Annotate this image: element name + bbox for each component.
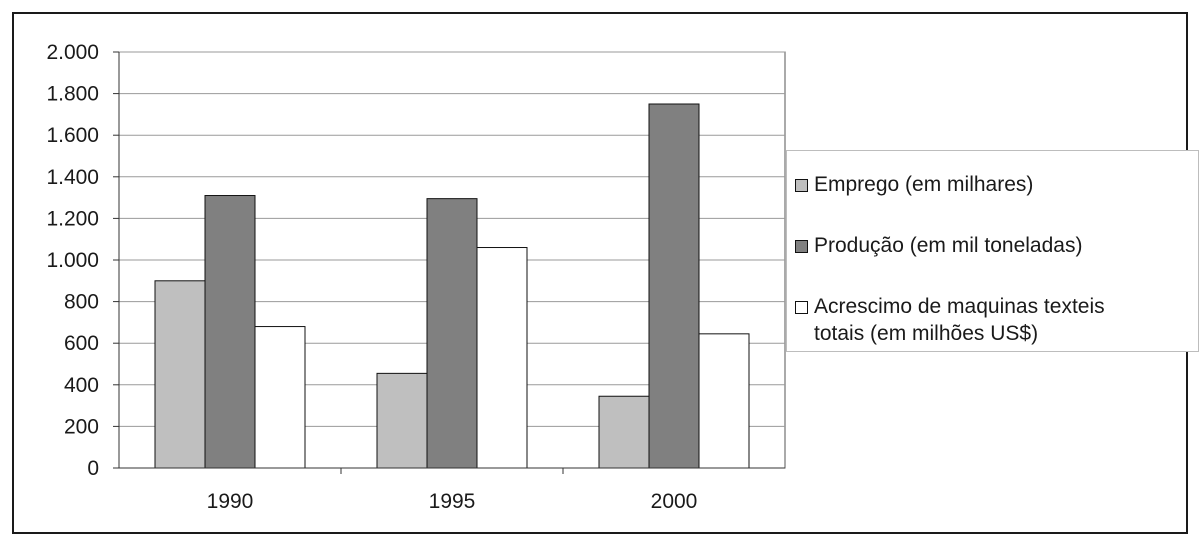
x-tick-label: 2000 (651, 490, 698, 513)
axes (113, 51, 785, 474)
legend-label-emprego: Emprego (em milhares) (814, 173, 1034, 196)
legend: Emprego (em milhares) Produção (em mil t… (786, 150, 1199, 352)
bar-1990-series-1 (154, 280, 206, 469)
bar-1990-series-2 (204, 195, 256, 469)
bar-2000-series-3 (698, 333, 750, 469)
y-tick-labels: 0 200 400 600 800 1.000 1.200 1.400 1.600 1.800 2.… (46, 41, 99, 480)
legend-label-acrescimo: Acrescimo de maquinas texteis totais (em… (814, 295, 1105, 345)
bar-1990-series-3 (254, 326, 306, 469)
y-tick-label: 0 (87, 457, 99, 480)
bar-1995-series-3 (476, 247, 528, 469)
x-tick-labels: 1990 1995 2000 (207, 490, 698, 513)
bar-2000-series-1 (598, 395, 650, 469)
legend-item-acrescimo: Acrescimo de maquinas texteis totais (em… (795, 293, 1105, 347)
y-tick-label: 1.800 (46, 83, 99, 106)
y-tick-label: 1.000 (46, 249, 99, 272)
legend-item-producao: Produção (em mil toneladas) (795, 232, 1082, 259)
bar-1995-series-1 (376, 372, 428, 469)
y-tick-label: 1.600 (46, 124, 99, 147)
bar-2000-series-2 (648, 103, 700, 469)
y-tick-label: 1.200 (46, 207, 99, 230)
y-tick-label: 400 (64, 374, 99, 397)
legend-label-producao: Produção (em mil toneladas) (814, 234, 1083, 257)
legend-swatch-producao (795, 240, 808, 253)
x-tick-label: 1990 (207, 490, 254, 513)
bar-1995-series-2 (426, 198, 478, 469)
legend-swatch-acrescimo (795, 301, 808, 314)
bars (154, 103, 750, 469)
y-tick-label: 800 (64, 291, 99, 314)
y-tick-label: 1.400 (46, 166, 99, 189)
legend-swatch-emprego (795, 179, 808, 192)
y-tick-label: 2.000 (46, 41, 99, 64)
legend-item-emprego: Emprego (em milhares) (795, 171, 1033, 198)
y-tick-label: 200 (64, 415, 99, 438)
x-tick-label: 1995 (429, 490, 476, 513)
y-tick-label: 600 (64, 332, 99, 355)
